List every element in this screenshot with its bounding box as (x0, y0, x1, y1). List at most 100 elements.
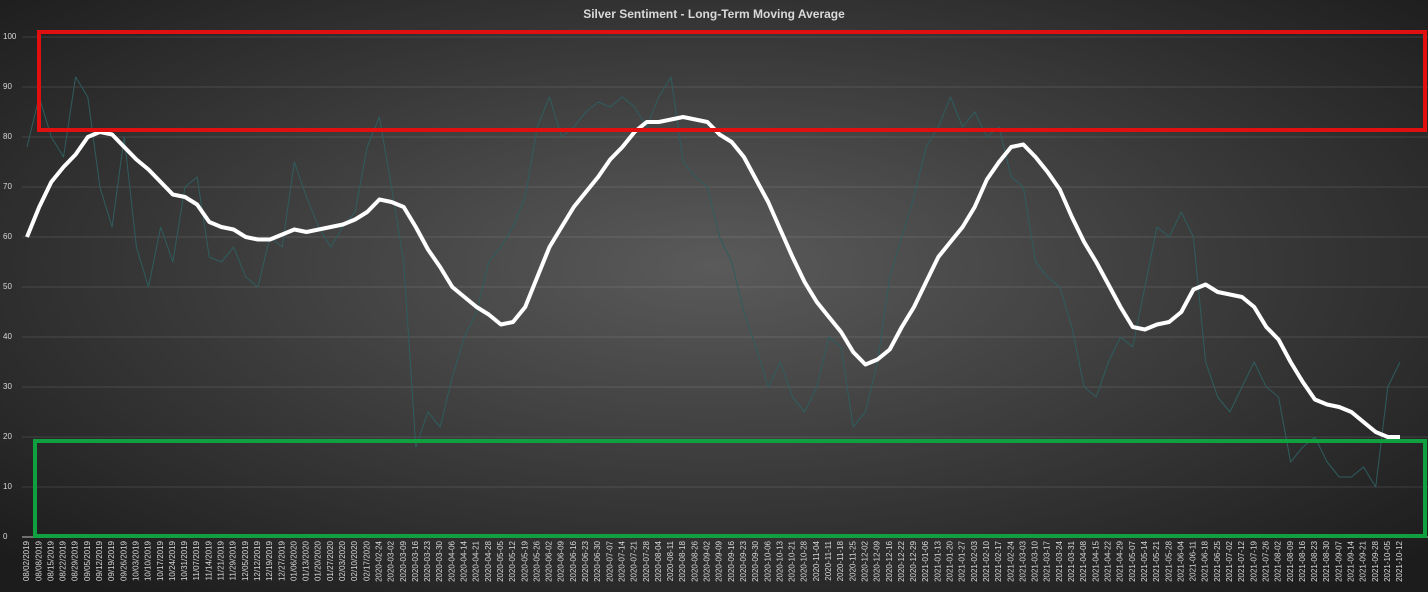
x-tick-label: 2020-03-23 (423, 540, 432, 581)
x-tick-label: 2021-03-03 (1018, 540, 1027, 581)
x-tick-label: 2021-03-31 (1067, 540, 1076, 581)
x-tick-label: 2020-11-18 (836, 540, 845, 581)
x-tick-label: 11/29/2019 (229, 540, 238, 580)
x-tick-label: 2020-08-18 (678, 540, 687, 581)
x-tick-label: 2021-05-21 (1152, 540, 1161, 581)
x-tick-label: 2021-10-12 (1395, 540, 1404, 581)
x-tick-label: 2021-08-16 (1298, 540, 1307, 581)
x-tick-label: 01/27/2020 (326, 540, 335, 581)
x-tick-label: 2021-09-21 (1359, 540, 1368, 581)
x-tick-label: 2020-04-28 (484, 540, 493, 581)
x-tick-label: 2020-07-14 (617, 540, 626, 581)
x-tick-label: 2020-05-12 (508, 540, 517, 581)
x-tick-label: 2020-08-04 (654, 540, 663, 581)
x-tick-label: 2021-02-17 (994, 540, 1003, 581)
y-tick-label: 60 (3, 232, 12, 241)
y-tick-label: 50 (3, 282, 12, 291)
x-tick-label: 11/07/2019 (192, 540, 201, 580)
x-tick-label: 2021-01-06 (921, 540, 930, 581)
x-tick-label: 2021-06-11 (1189, 540, 1198, 581)
high-zone-box (37, 30, 1427, 132)
x-tick-label: 2021-03-10 (1031, 540, 1040, 581)
x-tick-label: 2021-02-10 (982, 540, 991, 581)
x-tick-label: 01/06/2020 (289, 540, 298, 581)
x-tick-label: 10/03/2019 (131, 540, 140, 581)
x-tick-label: 2021-02-03 (970, 540, 979, 581)
x-tick-label: 2021-10-05 (1383, 540, 1392, 581)
x-tick-label: 2020-06-30 (593, 540, 602, 581)
x-tick-label: 12/12/2019 (253, 540, 262, 581)
x-tick-label: 2021-01-20 (946, 540, 955, 581)
x-tick-label: 2020-09-16 (727, 540, 736, 581)
x-tick-label: 02/17/2020 (362, 540, 371, 581)
x-tick-label: 2020-05-19 (520, 540, 529, 581)
plot: 0 10 20 30 40 50 60 70 80 90 100 08/02/2019 08/08/20… (3, 32, 1428, 582)
chart-title: Silver Sentiment - Long-Term Moving Aver… (583, 7, 845, 21)
y-tick-label: 0 (3, 532, 8, 541)
x-tick-label: 02/10/2020 (350, 540, 359, 581)
y-tick-label: 40 (3, 332, 12, 341)
x-tick-label: 12/19/2019 (265, 540, 274, 581)
x-tick-label: 10/10/2019 (144, 540, 153, 581)
x-tick-label: 2021-04-15 (1091, 540, 1100, 581)
x-tick-label: 2020-11-04 (812, 540, 821, 581)
x-tick-label: 2020-11-25 (848, 540, 857, 581)
x-tick-label: 2021-03-24 (1055, 540, 1064, 581)
x-tick-label: 2021-08-30 (1322, 540, 1331, 581)
x-tick-label: 2020-04-14 (460, 540, 469, 581)
x-tick-label: 2021-05-28 (1164, 540, 1173, 581)
x-tick-label: 2020-03-02 (387, 540, 396, 581)
x-tick-label: 2020-07-07 (605, 540, 614, 581)
x-tick-label: 2020-02-24 (374, 540, 383, 581)
x-tick-label: 2020-06-23 (581, 540, 590, 581)
x-tick-label: 2021-09-28 (1371, 540, 1380, 581)
x-tick-label: 2020-12-22 (897, 540, 906, 581)
x-tick-label: 2021-06-18 (1201, 540, 1210, 581)
x-tick-label: 2020-09-23 (739, 540, 748, 581)
x-tick-label: 2021-09-07 (1334, 540, 1343, 581)
x-tick-label: 10/24/2019 (168, 540, 177, 581)
raw-line (26, 76, 1401, 488)
x-tick-label: 2020-06-09 (557, 540, 566, 581)
x-tick-label: 2020-12-16 (885, 540, 894, 581)
x-tick-label: 2020-09-09 (715, 540, 724, 581)
x-tick-label: 2020-03-30 (435, 540, 444, 581)
x-tick-label: 2021-07-02 (1225, 540, 1234, 581)
x-tick-label: 02/03/2020 (338, 540, 347, 581)
x-tick-label: 2020-11-11 (824, 540, 833, 580)
x-tick-label: 2020-04-06 (447, 540, 456, 581)
x-tick-label: 2020-12-29 (909, 540, 918, 581)
x-tick-label: 09/26/2019 (119, 540, 128, 581)
x-tick-label: 10/31/2019 (180, 540, 189, 581)
x-tick-label: 2020-10-13 (775, 540, 784, 581)
x-tick-label: 2021-08-09 (1286, 540, 1295, 581)
x-tick-label: 2021-05-07 (1128, 540, 1137, 581)
x-tick-label: 08/02/2019 (22, 540, 31, 581)
x-tick-label: 2020-10-21 (788, 540, 797, 581)
x-tick-label: 2020-05-05 (496, 540, 505, 581)
x-tick-label: 2020-04-21 (472, 540, 481, 581)
x-tick-label: 2020-03-16 (411, 540, 420, 581)
x-tick-label: 11/14/2019 (204, 540, 213, 580)
x-tick-label: 2021-01-13 (933, 540, 942, 581)
x-tick-label: 10/17/2019 (156, 540, 165, 581)
x-tick-label: 2020-10-28 (800, 540, 809, 581)
x-tick-label: 2020-08-26 (690, 540, 699, 581)
y-tick-label: 30 (3, 382, 12, 391)
x-tick-label: 2020-09-30 (751, 540, 760, 581)
x-tick-label: 2020-06-02 (545, 540, 554, 581)
x-tick-label: 2020-10-06 (763, 540, 772, 581)
x-tick-label: 2021-05-14 (1140, 540, 1149, 581)
x-tick-label: 11/21/2019 (217, 540, 226, 580)
y-tick-label: 20 (3, 432, 12, 441)
x-tick-label: 2021-07-12 (1237, 540, 1246, 581)
x-tick-label: 2020-12-09 (873, 540, 882, 581)
x-tick-label: 2020-07-21 (630, 540, 639, 581)
x-tick-label: 08/22/2019 (59, 540, 68, 581)
x-tick-label: 2021-04-22 (1103, 540, 1112, 581)
x-tick-label: 2021-08-23 (1310, 540, 1319, 581)
x-tick-label: 2020-06-16 (569, 540, 578, 581)
x-tick-label: 2021-04-29 (1116, 540, 1125, 581)
